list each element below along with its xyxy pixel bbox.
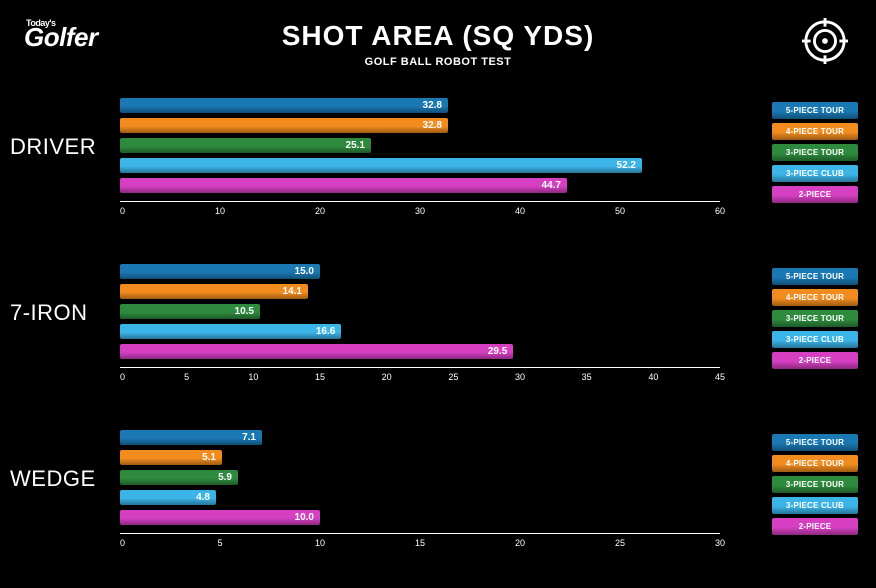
- axis-tick: 40: [515, 206, 525, 216]
- bar-value: 52.2: [617, 160, 636, 171]
- bar-value: 29.5: [488, 346, 507, 357]
- legend: 5-PIECE TOUR 4-PIECE TOUR 3-PIECE TOUR 3-PI…: [772, 102, 858, 207]
- panel-label: WEDGE: [10, 466, 96, 492]
- legend-item: 5-PIECE TOUR: [772, 268, 858, 285]
- bar: 7.1: [120, 430, 262, 445]
- brand-main: Golfer: [24, 22, 98, 52]
- brand-logo: Today's Golfer: [24, 18, 98, 53]
- bar: 32.8: [120, 118, 448, 133]
- panel-label: 7-IRON: [10, 300, 88, 326]
- bar-value: 14.1: [283, 286, 302, 297]
- axis-tick: 5: [184, 372, 189, 382]
- bar-value: 25.1: [346, 140, 365, 151]
- charts-container: DRIVER32.832.825.152.244.701020304050605…: [0, 90, 876, 588]
- axis-tick: 10: [215, 206, 225, 216]
- legend-item: 3-PIECE TOUR: [772, 310, 858, 327]
- bar: 32.8: [120, 98, 448, 113]
- axis-tick: 20: [515, 538, 525, 548]
- bar: 4.8: [120, 490, 216, 505]
- bar: 5.1: [120, 450, 222, 465]
- x-axis: 051015202530354045: [120, 367, 720, 368]
- bar-value: 10.0: [295, 512, 314, 523]
- legend-item: 4-PIECE TOUR: [772, 289, 858, 306]
- legend-item: 3-PIECE CLUB: [772, 331, 858, 348]
- axis-tick: 10: [315, 538, 325, 548]
- axis-tick: 35: [582, 372, 592, 382]
- axis-tick: 10: [248, 372, 258, 382]
- axis-tick: 45: [715, 372, 725, 382]
- target-icon: [802, 18, 848, 64]
- legend-item: 5-PIECE TOUR: [772, 102, 858, 119]
- bar: 25.1: [120, 138, 371, 153]
- legend-item: 3-PIECE TOUR: [772, 476, 858, 493]
- axis-tick: 50: [615, 206, 625, 216]
- axis-tick: 30: [715, 538, 725, 548]
- chart-panel: DRIVER32.832.825.152.244.701020304050605…: [0, 90, 876, 250]
- plot-area: 15.0 14.1 10.5 16.6 29.5: [120, 264, 720, 384]
- bar-value: 5.1: [202, 452, 216, 463]
- axis-tick: 5: [217, 538, 222, 548]
- chart-panel: WEDGE7.15.15.94.810.00510152025305-PIECE…: [0, 422, 876, 582]
- axis-tick: 30: [415, 206, 425, 216]
- chart-panel: 7-IRON15.014.110.516.629.505101520253035…: [0, 256, 876, 416]
- legend-item: 3-PIECE TOUR: [772, 144, 858, 161]
- legend-item: 3-PIECE CLUB: [772, 165, 858, 182]
- axis-tick: 0: [120, 372, 125, 382]
- plot-area: 7.1 5.15.9 4.8 10.0: [120, 430, 720, 550]
- legend-item: 5-PIECE TOUR: [772, 434, 858, 451]
- legend-item: 2-PIECE: [772, 352, 858, 369]
- plot-area: 32.8 32.8 25.1 52.2 44.7: [120, 98, 720, 218]
- bar: 52.2: [120, 158, 642, 173]
- axis-tick: 30: [515, 372, 525, 382]
- bar: 16.6: [120, 324, 341, 339]
- axis-tick: 25: [615, 538, 625, 548]
- legend-item: 2-PIECE: [772, 518, 858, 535]
- axis-tick: 60: [715, 206, 725, 216]
- x-axis: 051015202530: [120, 533, 720, 534]
- chart-title: SHOT AREA (SQ YDS): [0, 0, 876, 52]
- legend-item: 2-PIECE: [772, 186, 858, 203]
- bar-value: 15.0: [295, 266, 314, 277]
- chart-subtitle: GOLF BALL ROBOT TEST: [0, 56, 876, 68]
- axis-tick: 20: [315, 206, 325, 216]
- panel-label: DRIVER: [10, 134, 96, 160]
- axis-tick: 20: [382, 372, 392, 382]
- bar: 29.5: [120, 344, 513, 359]
- x-axis: 0102030405060: [120, 201, 720, 202]
- legend-item: 4-PIECE TOUR: [772, 455, 858, 472]
- axis-tick: 25: [448, 372, 458, 382]
- bar-value: 10.5: [235, 306, 254, 317]
- axis-tick: 0: [120, 538, 125, 548]
- legend: 5-PIECE TOUR 4-PIECE TOUR 3-PIECE TOUR 3-PI…: [772, 268, 858, 373]
- bar-value: 44.7: [542, 180, 561, 191]
- legend-item: 4-PIECE TOUR: [772, 123, 858, 140]
- bar: 15.0: [120, 264, 320, 279]
- bar-value: 7.1: [242, 432, 256, 443]
- bar-value: 16.6: [316, 326, 335, 337]
- bar: 44.7: [120, 178, 567, 193]
- bar: 5.9: [120, 470, 238, 485]
- bar-value: 4.8: [196, 492, 210, 503]
- legend-item: 3-PIECE CLUB: [772, 497, 858, 514]
- axis-tick: 15: [315, 372, 325, 382]
- axis-tick: 0: [120, 206, 125, 216]
- bar: 14.1: [120, 284, 308, 299]
- bar-value: 32.8: [423, 120, 442, 131]
- bar-value: 5.9: [218, 472, 232, 483]
- bar: 10.5: [120, 304, 260, 319]
- legend: 5-PIECE TOUR 4-PIECE TOUR 3-PIECE TOUR 3-PI…: [772, 434, 858, 539]
- axis-tick: 40: [648, 372, 658, 382]
- axis-tick: 15: [415, 538, 425, 548]
- bar: 10.0: [120, 510, 320, 525]
- bar-value: 32.8: [423, 100, 442, 111]
